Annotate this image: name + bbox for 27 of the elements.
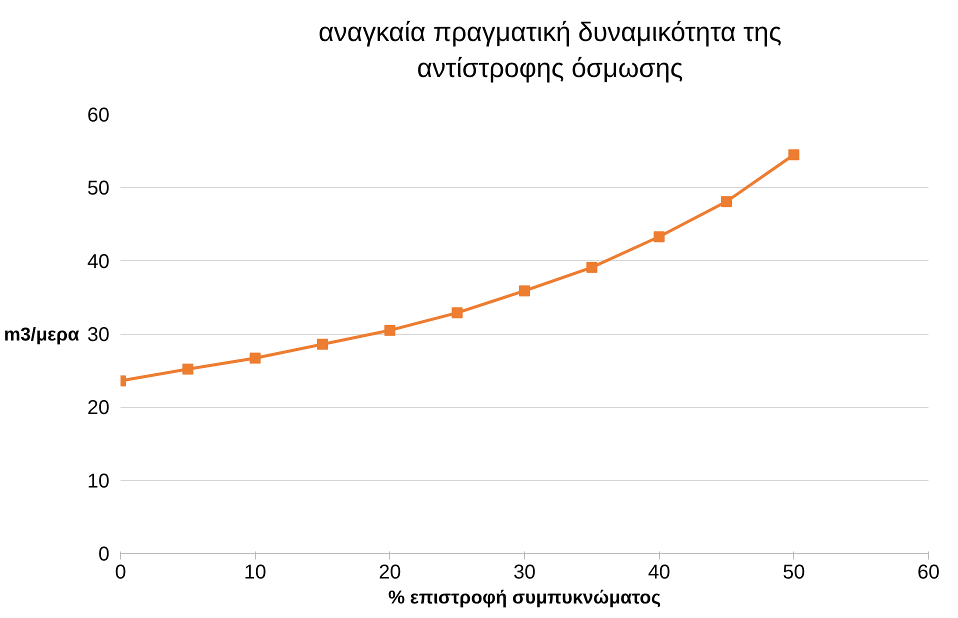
y-tick-label: 0	[98, 544, 110, 566]
x-tick-label: 30	[513, 562, 536, 584]
point	[788, 149, 800, 160]
point	[384, 324, 396, 336]
y-tick-label: 60	[87, 104, 110, 126]
x-tick-label: 50	[782, 562, 805, 584]
point	[452, 307, 463, 318]
y-axis-title: m3/μερα	[4, 324, 80, 344]
y-tick-label: 40	[87, 250, 110, 273]
x-tick-label: 20	[378, 562, 401, 584]
y-tick-label: 50	[87, 178, 110, 200]
y-tick-label: 10	[87, 470, 110, 492]
point	[654, 231, 665, 242]
point	[182, 364, 194, 375]
x-tick-label: 40	[648, 562, 670, 584]
x-tick-label: 10	[244, 562, 266, 584]
point	[586, 262, 598, 273]
point	[317, 338, 328, 350]
y-tick-label: 30	[87, 324, 110, 346]
y-tick-label: 20	[87, 397, 110, 420]
point	[250, 352, 261, 364]
point	[721, 196, 732, 208]
x-tick-label: 60	[917, 562, 940, 584]
x-tick-label: 0	[114, 562, 126, 584]
chart-title: αναγκαία πραγματική δυναμικότητα της αντίστροφης όσμωσης	[317, 16, 783, 85]
x-axis-title: % επιστροφή συμπυκνώματος	[388, 586, 661, 608]
point	[519, 285, 530, 296]
